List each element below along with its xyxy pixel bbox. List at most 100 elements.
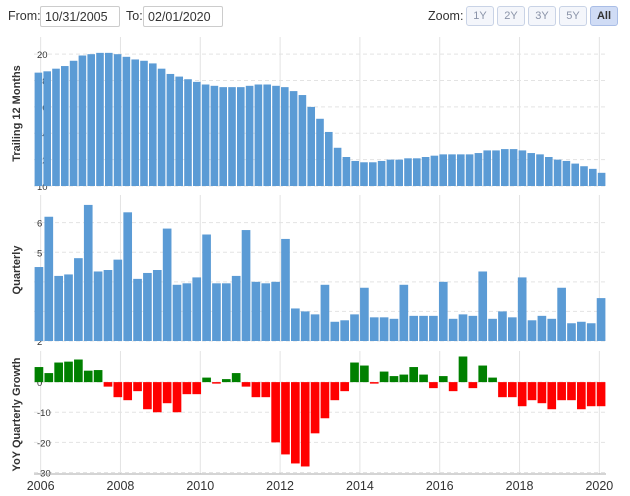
- bar[interactable]: [478, 271, 488, 341]
- bar[interactable]: [210, 85, 219, 186]
- bar[interactable]: [221, 283, 231, 341]
- bar[interactable]: [192, 277, 202, 341]
- bar[interactable]: [340, 382, 349, 392]
- bar[interactable]: [333, 147, 342, 186]
- bar[interactable]: [586, 323, 596, 341]
- to-date-input[interactable]: [143, 6, 223, 27]
- bar[interactable]: [330, 382, 340, 401]
- bar[interactable]: [483, 150, 491, 186]
- bar[interactable]: [212, 283, 221, 341]
- bar[interactable]: [537, 315, 547, 341]
- bar[interactable]: [34, 72, 43, 186]
- bar[interactable]: [458, 356, 468, 383]
- bar[interactable]: [291, 308, 300, 341]
- bar[interactable]: [87, 54, 95, 186]
- bar[interactable]: [457, 154, 465, 186]
- bar[interactable]: [553, 159, 562, 186]
- bar[interactable]: [182, 382, 192, 395]
- bar[interactable]: [122, 56, 131, 187]
- bar[interactable]: [448, 318, 458, 341]
- bar[interactable]: [571, 163, 579, 186]
- bar[interactable]: [152, 270, 162, 341]
- bar[interactable]: [281, 87, 289, 186]
- bar[interactable]: [300, 311, 310, 341]
- bar[interactable]: [219, 87, 227, 186]
- zoom-5y-button[interactable]: 5Y: [559, 6, 587, 26]
- bar[interactable]: [271, 281, 280, 341]
- bar[interactable]: [430, 155, 439, 186]
- bar[interactable]: [448, 154, 456, 186]
- bar[interactable]: [172, 284, 182, 341]
- bar[interactable]: [537, 382, 547, 404]
- bar[interactable]: [342, 157, 351, 186]
- bar[interactable]: [54, 275, 63, 341]
- bar[interactable]: [468, 382, 478, 389]
- bar[interactable]: [536, 154, 544, 186]
- bar[interactable]: [281, 382, 290, 455]
- zoom-1y-button[interactable]: 1Y: [466, 6, 494, 26]
- bar[interactable]: [448, 382, 458, 392]
- bar[interactable]: [184, 79, 192, 186]
- bar[interactable]: [182, 283, 192, 341]
- bar[interactable]: [419, 315, 428, 341]
- bar[interactable]: [261, 382, 271, 398]
- bar[interactable]: [557, 287, 566, 341]
- bar[interactable]: [429, 382, 438, 389]
- bar[interactable]: [78, 55, 87, 187]
- bar[interactable]: [83, 204, 93, 341]
- bar[interactable]: [113, 259, 123, 341]
- bar[interactable]: [351, 160, 359, 186]
- bar[interactable]: [103, 382, 113, 387]
- bar[interactable]: [577, 382, 586, 410]
- bar[interactable]: [419, 374, 428, 383]
- bar[interactable]: [577, 321, 586, 341]
- bar[interactable]: [123, 382, 133, 401]
- bar[interactable]: [439, 154, 447, 186]
- bar[interactable]: [547, 382, 557, 410]
- bar[interactable]: [498, 382, 507, 398]
- bar[interactable]: [74, 359, 83, 383]
- bar[interactable]: [307, 106, 315, 186]
- bar[interactable]: [438, 281, 448, 341]
- bar[interactable]: [44, 216, 54, 341]
- bar[interactable]: [131, 59, 139, 186]
- bar[interactable]: [517, 382, 527, 407]
- bar[interactable]: [93, 271, 103, 341]
- bar[interactable]: [527, 320, 537, 341]
- bar[interactable]: [152, 382, 162, 413]
- bar[interactable]: [64, 361, 73, 383]
- bar[interactable]: [498, 311, 507, 341]
- bar[interactable]: [281, 238, 290, 341]
- bar[interactable]: [509, 149, 518, 186]
- bar[interactable]: [474, 153, 483, 186]
- bar[interactable]: [377, 160, 386, 186]
- bar[interactable]: [261, 283, 271, 341]
- bar[interactable]: [465, 154, 474, 186]
- bar[interactable]: [596, 298, 606, 341]
- bar[interactable]: [325, 131, 333, 186]
- bar[interactable]: [221, 379, 231, 383]
- bar[interactable]: [389, 318, 399, 341]
- bar[interactable]: [330, 321, 340, 341]
- bar[interactable]: [113, 54, 122, 186]
- bar[interactable]: [291, 382, 300, 464]
- bar[interactable]: [202, 234, 211, 342]
- bar[interactable]: [488, 318, 497, 341]
- bar[interactable]: [64, 274, 73, 341]
- bar[interactable]: [300, 382, 310, 467]
- bar[interactable]: [369, 317, 379, 341]
- bar[interactable]: [409, 367, 419, 383]
- bar[interactable]: [399, 374, 409, 383]
- bar[interactable]: [254, 84, 263, 187]
- bar[interactable]: [320, 284, 330, 341]
- bar[interactable]: [360, 365, 369, 383]
- bar[interactable]: [395, 159, 403, 186]
- bar[interactable]: [96, 52, 104, 187]
- bar[interactable]: [340, 320, 349, 341]
- zoom-2y-button[interactable]: 2Y: [497, 6, 525, 26]
- bar[interactable]: [245, 85, 254, 186]
- bar[interactable]: [54, 362, 63, 383]
- bar[interactable]: [162, 382, 172, 404]
- bar[interactable]: [201, 84, 210, 187]
- bar[interactable]: [580, 166, 588, 186]
